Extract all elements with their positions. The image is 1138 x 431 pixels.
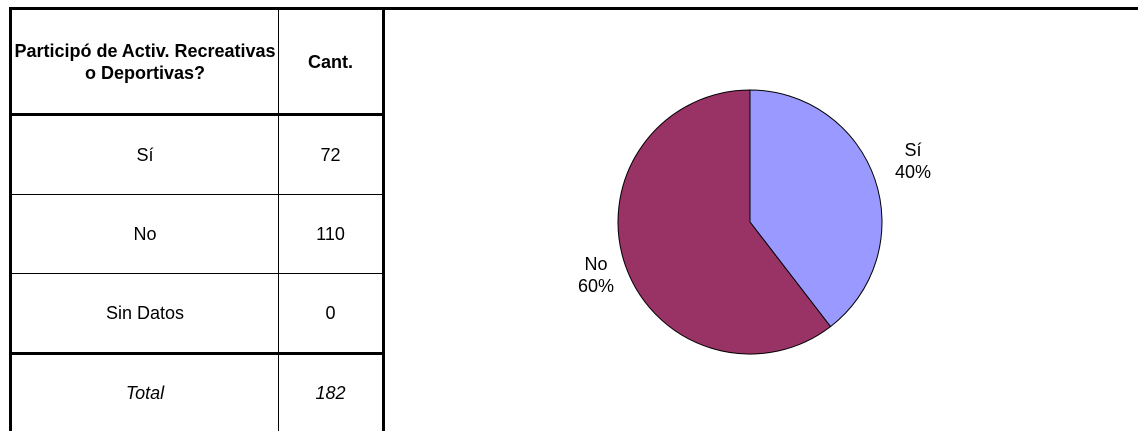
summary-table: Participó de Activ. Recreativas o Deport…	[9, 7, 385, 431]
row-label: No	[11, 195, 279, 274]
total-label: Total	[11, 354, 279, 431]
table-row: Sin Datos 0	[11, 274, 384, 354]
table-header-row: Participó de Activ. Recreativas o Deport…	[11, 9, 384, 115]
total-value: 182	[279, 354, 384, 431]
slice-label: Sí	[904, 140, 921, 160]
header-category: Participó de Activ. Recreativas o Deport…	[11, 9, 279, 115]
slice-percent-label: 40%	[895, 162, 931, 182]
row-label: Sin Datos	[11, 274, 279, 354]
slice-label: No	[584, 254, 607, 274]
table-row: Sí 72	[11, 115, 384, 195]
row-value: 72	[279, 115, 384, 195]
row-value: 0	[279, 274, 384, 354]
row-label: Sí	[11, 115, 279, 195]
header-count: Cant.	[279, 9, 384, 115]
slice-percent-label: 60%	[578, 276, 614, 296]
table-row: No 110	[11, 195, 384, 274]
table-total-row: Total 182	[11, 354, 384, 431]
row-value: 110	[279, 195, 384, 274]
